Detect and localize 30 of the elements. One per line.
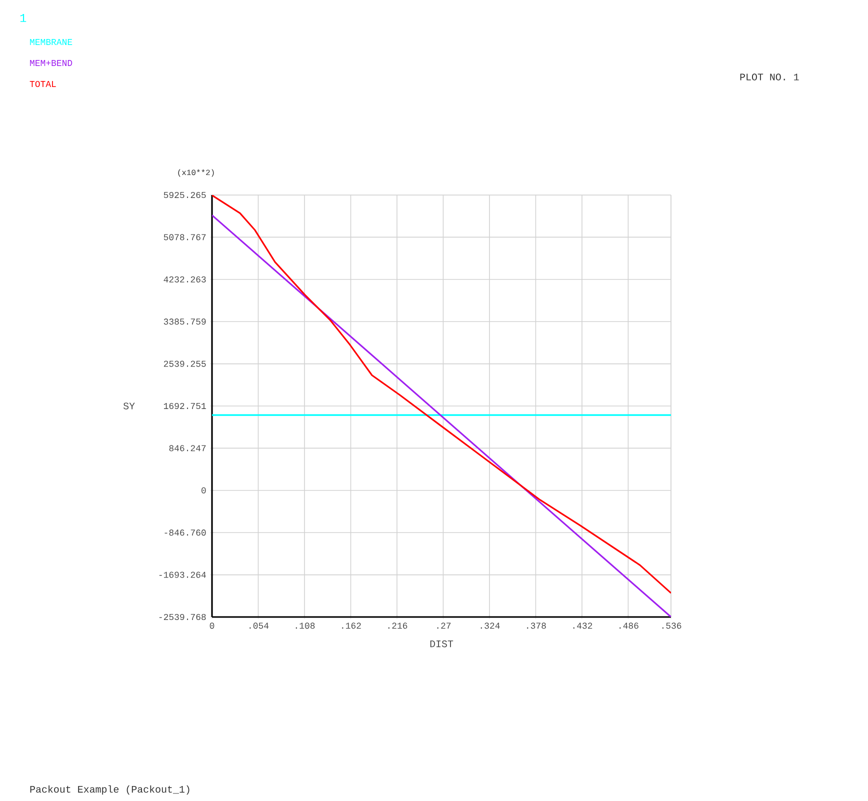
text: TOTAL (30, 80, 56, 88)
x-tick-label: .162 (342, 622, 361, 629)
text: MEMBRANE (30, 39, 72, 45)
x-tick-label: .27 (437, 622, 451, 629)
x-tick-label: .216 (388, 622, 408, 629)
x-tick-label: .432 (573, 622, 592, 629)
y-tick-label: 3385.759 (164, 318, 206, 325)
x-axis-title: DIST (430, 640, 454, 648)
y-tick-label: 5925.265 (164, 192, 206, 198)
text: Packout Example (Packout_1) (30, 785, 190, 795)
x-tick-label: .108 (296, 622, 315, 629)
y-axis-title: SY (123, 402, 135, 410)
x-tick-label: .324 (480, 622, 500, 629)
x-tick-label: .378 (527, 622, 546, 629)
x-tick-label: 0 (210, 622, 214, 629)
y-tick-label: 2539.255 (164, 360, 206, 367)
y-tick-label: 846.247 (169, 445, 206, 452)
text: PLOT NO. 1 (740, 74, 799, 80)
y-tick-label: -1693.264 (159, 572, 206, 578)
y-tick-label: 1692.751 (164, 402, 206, 410)
y-tick-label: 0 (202, 487, 206, 494)
x-tick-label: .054 (250, 622, 269, 629)
y-tick-label: 5078.767 (164, 234, 206, 240)
x-tick-label: .486 (620, 622, 638, 629)
x-tick-label: .536 (662, 622, 682, 629)
y-tick-label: -846.760 (164, 530, 206, 536)
y-tick-label: -2539.768 (159, 614, 206, 620)
y-tick-label: 4232.263 (164, 276, 206, 282)
text: 1 (20, 14, 26, 22)
text: MEM+BEND (30, 60, 72, 66)
